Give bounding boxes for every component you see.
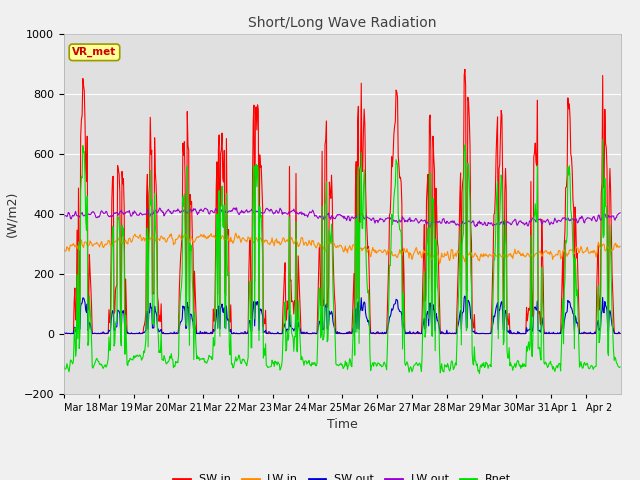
LW out (125, 208, 133, 214)
SW in (616, 331, 624, 336)
SW in (399, 246, 407, 252)
SW out (431, 328, 439, 334)
Rnet (255, 337, 263, 343)
LW in (125, 235, 133, 241)
Rnet (228, 361, 236, 367)
LW in (256, 237, 264, 242)
Rnet (276, 367, 284, 373)
SW out (277, 331, 285, 336)
Line: SW out: SW out (64, 296, 620, 334)
LW out (233, 205, 241, 211)
LW in (436, 261, 444, 266)
LW in (228, 239, 236, 244)
LW in (616, 243, 624, 249)
SW in (461, 67, 468, 72)
Rnet (476, 371, 483, 376)
LW out (228, 208, 236, 214)
SW out (126, 331, 134, 336)
Rnet (616, 364, 624, 370)
Line: SW in: SW in (64, 70, 620, 334)
Text: VR_met: VR_met (72, 47, 116, 58)
SW out (228, 330, 236, 336)
LW out (256, 210, 264, 216)
LW out (616, 210, 624, 216)
Line: LW out: LW out (64, 208, 620, 227)
SW in (255, 307, 263, 312)
SW out (61, 331, 69, 336)
LW out (426, 224, 434, 230)
LW out (400, 216, 408, 222)
SW in (60, 331, 68, 336)
Legend: SW in, LW in, SW out, LW out, Rnet: SW in, LW in, SW out, LW out, Rnet (169, 470, 516, 480)
Rnet (60, 363, 68, 369)
Rnet (599, 136, 607, 142)
LW in (232, 230, 239, 236)
LW in (60, 246, 68, 252)
SW in (431, 167, 438, 173)
Line: LW in: LW in (64, 233, 620, 264)
Rnet (431, 225, 438, 230)
Y-axis label: (W/m2): (W/m2) (5, 191, 18, 237)
LW out (60, 214, 68, 219)
Rnet (125, 359, 133, 364)
SW in (228, 331, 236, 336)
Title: Short/Long Wave Radiation: Short/Long Wave Radiation (248, 16, 436, 30)
SW out (461, 293, 468, 299)
SW in (125, 331, 133, 336)
LW out (432, 219, 440, 225)
LW in (431, 254, 439, 260)
SW in (276, 331, 284, 336)
X-axis label: Time: Time (327, 418, 358, 431)
SW out (60, 329, 68, 335)
Rnet (399, 290, 407, 296)
SW out (256, 306, 264, 312)
Line: Rnet: Rnet (64, 139, 620, 373)
LW in (400, 245, 408, 251)
SW out (400, 322, 408, 328)
SW out (616, 331, 624, 336)
LW in (277, 241, 285, 247)
LW out (277, 207, 285, 213)
